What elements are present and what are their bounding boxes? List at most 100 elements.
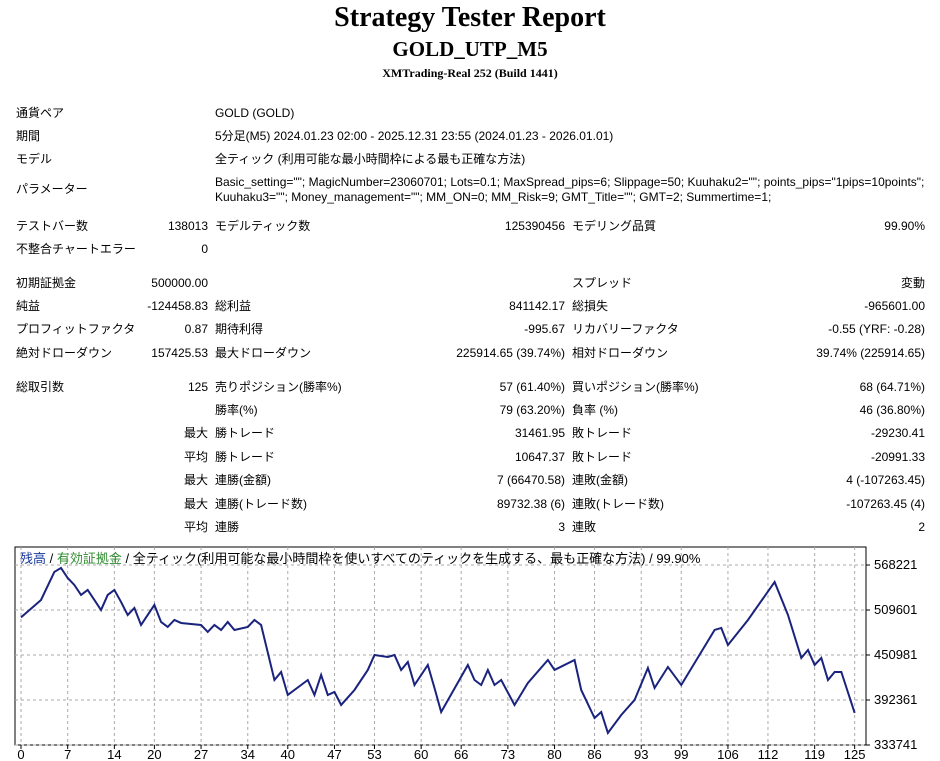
table-value: 平均 — [183, 520, 208, 534]
table-label: リカバリーファクタ — [572, 322, 679, 336]
info-value: GOLD (GOLD) — [215, 106, 295, 120]
info-value: Basic_setting=""; MagicNumber=23060701; … — [215, 175, 925, 204]
table-label: 敗トレード — [572, 426, 633, 440]
balance-line — [20, 566, 856, 736]
x-tick-label: 73 — [501, 747, 515, 761]
y-tick-label: 333741 — [874, 737, 917, 752]
table-value: 57 (61.40%) — [499, 380, 565, 394]
table-value: -124458.83 — [147, 299, 208, 313]
table-value: 68 (64.71%) — [859, 380, 925, 394]
y-tick-label: 568221 — [874, 557, 917, 572]
table-label: 連敗(トレード数) — [572, 497, 664, 511]
table-label: モデルティック数 — [215, 219, 311, 233]
table-value: -29230.41 — [870, 426, 925, 440]
table-label: 期待利得 — [215, 322, 264, 336]
info-value: 5分足(M5) 2024.01.23 02:00 - 2025.12.31 23… — [215, 129, 614, 143]
report-title: Strategy Tester Report — [334, 2, 606, 33]
x-tick-label: 34 — [241, 747, 255, 761]
info-label: モデル — [16, 152, 53, 166]
x-tick-label: 14 — [107, 747, 121, 761]
table-value: 157425.53 — [151, 346, 208, 360]
table-value: -0.55 (YRF: -0.28) — [828, 322, 925, 336]
y-tick-label: 392361 — [874, 692, 917, 707]
x-tick-label: 93 — [634, 747, 648, 761]
legend-quality: 99.90% — [656, 551, 701, 566]
table-value: 最大 — [183, 426, 208, 440]
legend-model: 全ティック(利用可能な最小時間枠を使いすべてのティックを生成する、最も正確な方法… — [133, 551, 646, 566]
table-label: プロフィットファクタ — [16, 322, 136, 336]
info-label: 通貨ペア — [16, 106, 65, 120]
info-label: パラメーター — [16, 182, 88, 196]
table-value: 0 — [201, 242, 208, 256]
table-label: 勝トレード — [215, 450, 276, 464]
table-value: 3 — [558, 520, 565, 534]
legend-equity: 有効証拠金 — [57, 551, 122, 566]
table-label: 連敗(金額) — [572, 473, 628, 487]
y-tick-label: 450981 — [874, 647, 917, 662]
table-value: -20991.33 — [870, 450, 925, 464]
legend: 残高 / 有効証拠金 / 全ティック(利用可能な最小時間枠を使いすべてのティック… — [20, 551, 701, 566]
table-label: 連勝(金額) — [215, 473, 271, 487]
table-value: 841142.17 — [509, 299, 565, 313]
table-label: 絶対ドローダウン — [16, 346, 113, 360]
x-tick-label: 40 — [281, 747, 295, 761]
table-value: 39.74% (225914.65) — [816, 346, 925, 360]
y-tick-label: 509601 — [874, 602, 917, 617]
table-label: 敗トレード — [572, 450, 633, 464]
table-value: 最大 — [183, 473, 208, 487]
table-value: 10647.37 — [514, 450, 565, 464]
table-value: 500000.00 — [151, 276, 208, 290]
table-value: 最大 — [183, 497, 208, 511]
legend-separator: / — [126, 551, 130, 566]
table-value: 46 (36.80%) — [859, 403, 925, 417]
x-tick-label: 53 — [367, 747, 381, 761]
table-label: 総取引数 — [16, 380, 65, 394]
x-tick-label: 27 — [194, 747, 208, 761]
table-value: 99.90% — [884, 219, 925, 233]
table-value: 平均 — [183, 450, 208, 464]
table-value: 7 (66470.58) — [496, 473, 565, 487]
table-label: 負率 (%) — [572, 403, 618, 417]
x-tick-label: 106 — [717, 747, 739, 761]
table-value: 89732.38 (6) — [496, 497, 565, 511]
x-tick-label: 47 — [327, 747, 341, 761]
table-label: 最大ドローダウン — [215, 346, 312, 360]
plot-frame — [14, 546, 867, 746]
table-value: 225914.65 (39.74%) — [456, 346, 565, 360]
table-label: スプレッド — [572, 276, 633, 290]
x-tick-label: 86 — [587, 747, 601, 761]
table-label: テストバー数 — [16, 219, 89, 233]
x-tick-label: 20 — [147, 747, 161, 761]
x-tick-label: 80 — [547, 747, 561, 761]
x-tick-label: 99 — [674, 747, 688, 761]
table-label: 初期証拠金 — [16, 276, 77, 290]
table-value: 31461.95 — [514, 426, 565, 440]
table-label: 不整合チャートエラー — [16, 242, 136, 256]
table-value: 125390456 — [504, 219, 565, 233]
table-label: 総損失 — [572, 299, 609, 313]
x-tick-label: 60 — [414, 747, 428, 761]
info-value: 全ティック (利用可能な最小時間枠による最も正確な方法) — [215, 152, 526, 166]
table-label: 連勝(トレード数) — [215, 497, 307, 511]
table-value: -965601.00 — [864, 299, 925, 313]
table-label: 買いポジション(勝率%) — [572, 380, 699, 394]
x-tick-label: 66 — [454, 747, 468, 761]
legend-separator: / — [50, 551, 54, 566]
table-label: 連敗 — [572, 520, 597, 534]
table-label: 勝率(%) — [215, 403, 258, 417]
table-value: -995.67 — [524, 322, 565, 336]
table-label: 相対ドローダウン — [572, 346, 669, 360]
table-value: 変動 — [900, 276, 925, 290]
table-value: 0.87 — [184, 322, 208, 336]
table-label: 連勝 — [215, 520, 240, 534]
table-value: 2 — [918, 520, 925, 534]
table-label: 総利益 — [215, 299, 252, 313]
x-tick-label: 125 — [844, 747, 866, 761]
table-label: モデリング品質 — [572, 219, 657, 233]
table-value: 125 — [187, 380, 208, 394]
table-label: 売りポジション(勝率%) — [215, 380, 342, 394]
report-subtitle: GOLD_UTP_M5 — [392, 37, 548, 61]
info-label: 期間 — [16, 129, 41, 143]
